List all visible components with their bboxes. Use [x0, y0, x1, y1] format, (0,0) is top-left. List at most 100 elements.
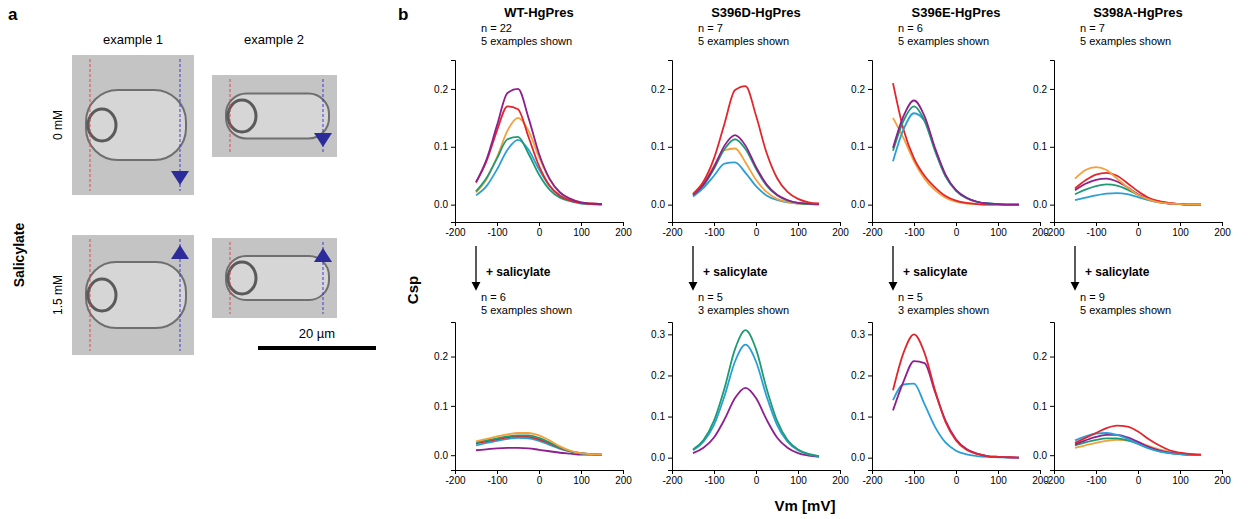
tick: 0: [537, 470, 543, 486]
tick: 0.0: [651, 199, 672, 210]
tick-mark: [668, 205, 672, 206]
tick-mark: [451, 205, 455, 206]
axis-line: [873, 223, 1041, 227]
cell-outline: [86, 90, 186, 160]
tick-mark: [451, 147, 455, 148]
reference-line: [90, 59, 91, 191]
series-line: [476, 435, 602, 454]
transition-label: + salicylate: [1085, 265, 1150, 279]
tick-label: 200: [615, 227, 632, 238]
tick: 0.2: [434, 84, 455, 95]
tick: 200: [832, 222, 849, 238]
tick: -100: [487, 470, 507, 486]
tick-mark: [840, 470, 841, 474]
tick-mark: [451, 455, 455, 456]
series-line: [693, 388, 819, 457]
tick-label: 0.0: [434, 199, 448, 210]
cell-nucleus: [228, 100, 256, 132]
tick: 0.2: [651, 84, 672, 95]
tick-mark: [868, 417, 872, 418]
chart-panel: -200-10001002000.00.10.2n = 95 examples …: [1033, 291, 1231, 486]
tick-mark: [668, 334, 672, 335]
y-axis: 0.00.10.2: [1033, 323, 1054, 471]
tick: -200: [1044, 222, 1064, 238]
axis-line: [673, 471, 841, 475]
tick: 200: [615, 222, 632, 238]
tick: 0: [954, 222, 960, 238]
annotation: 5 examples shown: [481, 304, 572, 316]
tick: 0.1: [434, 401, 455, 412]
micrograph-background: [72, 235, 194, 355]
tick: 0: [754, 470, 760, 486]
axis-line: [456, 471, 624, 475]
tick: 200: [832, 470, 849, 486]
tick-label: 100: [990, 227, 1007, 238]
tick-label: 0.2: [434, 84, 448, 95]
tick-label: 0.1: [651, 141, 665, 152]
x-axis: -200-1000100200: [445, 470, 632, 486]
series-line: [893, 334, 1019, 457]
tick: 100: [790, 470, 807, 486]
position-marker: [314, 248, 332, 262]
chart-title: S396D-HgPres: [711, 5, 801, 20]
annotation: n = 6: [481, 291, 506, 303]
x-axis: -200-1000100200: [662, 222, 849, 238]
reference-line: [230, 242, 231, 314]
series-line: [1075, 435, 1201, 455]
tick-label: 0.2: [1033, 84, 1047, 95]
tick-label: 100: [573, 475, 590, 486]
tick-label: 200: [1214, 227, 1231, 238]
tick-label: 0.1: [651, 411, 665, 422]
tick-label: 0.2: [851, 370, 865, 381]
tick-mark: [451, 89, 455, 90]
tick: 0.1: [434, 141, 455, 152]
tick-mark: [668, 375, 672, 376]
tick: -100: [1086, 470, 1106, 486]
tick-label: -200: [862, 475, 882, 486]
tick-mark: [1050, 455, 1054, 456]
tick-label: 0.0: [651, 199, 665, 210]
tick-label: 100: [790, 475, 807, 486]
tick-label: 0.1: [1033, 141, 1047, 152]
cell-outline: [226, 93, 329, 138]
tick: 200: [615, 470, 632, 486]
tick-mark: [798, 470, 799, 474]
tick-mark: [497, 222, 498, 226]
annotation: n = 6: [898, 22, 923, 34]
tick-mark: [998, 470, 999, 474]
tick: 0.2: [851, 370, 872, 381]
chart-panel: -200-10001002000.00.10.2S396D-HgPresn = …: [651, 5, 849, 289]
tick-label: 0.2: [1033, 351, 1047, 362]
tick: 100: [573, 222, 590, 238]
tick-mark: [1180, 470, 1181, 474]
tick: 0.2: [1033, 84, 1054, 95]
tick: 200: [1214, 222, 1231, 238]
annotation: n = 9: [1080, 291, 1105, 303]
axis-line: [456, 223, 624, 227]
tick-mark: [956, 470, 957, 474]
y-axis: 0.00.10.20.3: [651, 323, 672, 471]
tick-label: 200: [832, 227, 849, 238]
x-axis: -200-1000100200: [862, 222, 1049, 238]
tick: 100: [573, 470, 590, 486]
tick-label: -100: [1086, 475, 1106, 486]
tick-label: 0: [754, 475, 760, 486]
tick-label: -200: [1044, 475, 1064, 486]
tick-label: 0: [954, 227, 960, 238]
tick-mark: [756, 222, 757, 226]
tick: 0.1: [851, 141, 872, 152]
tick-mark: [451, 406, 455, 407]
y-axis: 0.0 0.1 0.2: [434, 61, 455, 223]
tick-mark: [714, 470, 715, 474]
axis-line: [451, 61, 456, 223]
x-axis: -200-1000100200: [862, 470, 1049, 486]
tick: 0: [537, 222, 543, 238]
tick: 0: [754, 222, 760, 238]
tick-label: -100: [704, 227, 724, 238]
axis-line: [673, 223, 841, 227]
tick: -100: [704, 222, 724, 238]
tick-label: 200: [832, 475, 849, 486]
tick: 0.2: [434, 351, 455, 362]
series-line: [476, 89, 602, 204]
transition-arrow: [692, 246, 693, 289]
